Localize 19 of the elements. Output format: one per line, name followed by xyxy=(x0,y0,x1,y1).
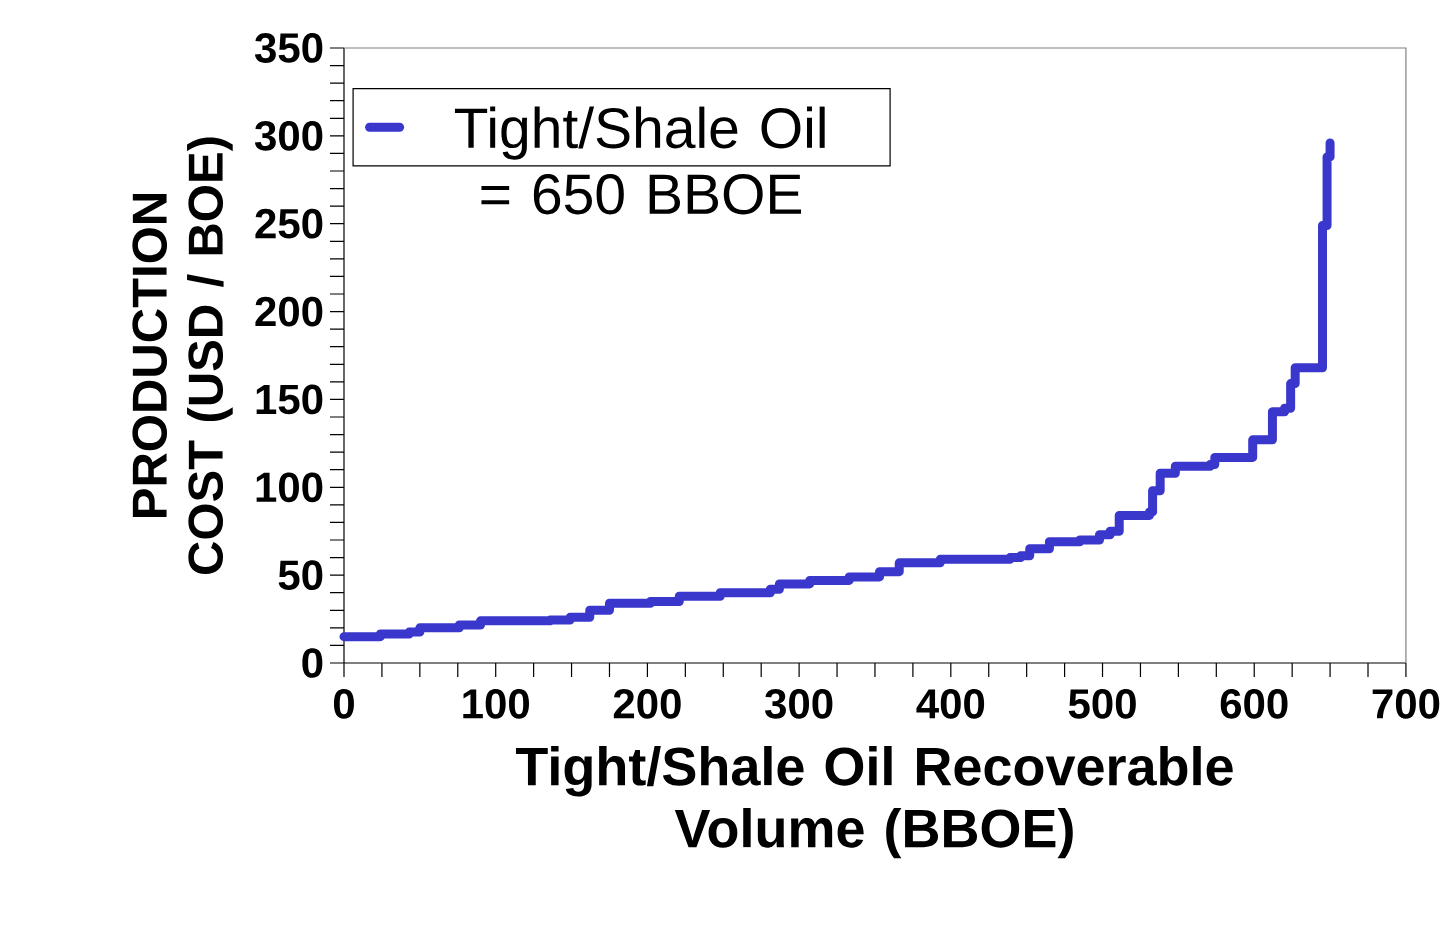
x-axis-title: Tight/Shale Oil Recoverable Volume (BBOE) xyxy=(515,746,1233,859)
x-tick-label: 0 xyxy=(333,688,354,719)
x-tick-label: 400 xyxy=(916,688,985,719)
y-tick-label: 50 xyxy=(278,560,323,591)
y-tick-label: 200 xyxy=(255,296,323,327)
x-tick-label: 100 xyxy=(463,688,530,719)
y-tick-label: 100 xyxy=(256,472,323,503)
y-tick-label: 350 xyxy=(254,33,323,63)
y-tick-label: 0 xyxy=(302,648,323,678)
x-tick-label: 700 xyxy=(1372,688,1440,719)
y-tick-label: 150 xyxy=(256,384,323,415)
x-tick-label: 500 xyxy=(1068,688,1136,719)
y-tick-label: 250 xyxy=(255,208,323,239)
x-tick-label: 300 xyxy=(765,688,833,719)
legend-label: Tight/Shale Oil = 650 BBOE xyxy=(454,106,825,215)
y-axis-title: PRODUCTION COST (USD / BOE) xyxy=(132,137,233,574)
y-tick-label: 300 xyxy=(254,120,323,151)
x-tick-label: 200 xyxy=(613,688,681,719)
x-tick-label: 600 xyxy=(1220,688,1288,719)
